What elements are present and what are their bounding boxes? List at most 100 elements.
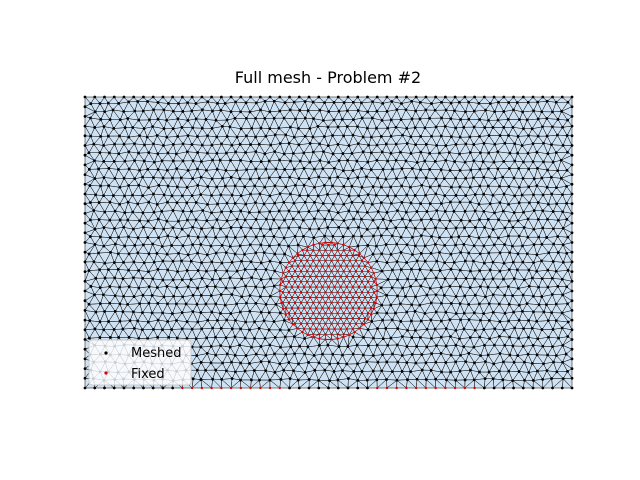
- meshed-point: [214, 335, 217, 339]
- meshed-point: [233, 335, 237, 339]
- meshed-point: [92, 209, 96, 212]
- meshed-point: [199, 293, 203, 297]
- mesh-triangle: [289, 96, 300, 103]
- meshed-point: [157, 236, 161, 240]
- meshed-point: [113, 176, 117, 180]
- meshed-point: [434, 310, 438, 314]
- mesh-triangle: [565, 348, 573, 360]
- meshed-point: [547, 251, 551, 255]
- meshed-point: [156, 318, 160, 322]
- mesh-triangle: [347, 96, 358, 103]
- mesh-triangle: [143, 96, 154, 102]
- meshed-point: [214, 269, 217, 272]
- meshed-point: [199, 193, 203, 196]
- meshed-point: [254, 267, 258, 271]
- meshed-point: [540, 277, 544, 280]
- meshed-point: [355, 343, 359, 347]
- meshed-point: [102, 244, 106, 248]
- meshed-point: [448, 219, 452, 223]
- meshed-point: [472, 176, 475, 180]
- meshed-point: [375, 343, 379, 347]
- meshed-point: [219, 227, 222, 231]
- meshed-point: [137, 286, 141, 290]
- meshed-point: [274, 302, 278, 306]
- meshed-point: [113, 227, 116, 230]
- meshed-point: [200, 327, 204, 331]
- meshed-point: [268, 343, 272, 347]
- meshed-point: [356, 210, 359, 214]
- meshed-point: [307, 378, 311, 381]
- meshed-point: [458, 285, 462, 289]
- meshed-point: [230, 360, 233, 364]
- meshed-point: [336, 175, 340, 179]
- meshed-point: [284, 352, 288, 356]
- meshed-point: [506, 285, 510, 289]
- meshed-point: [503, 311, 507, 315]
- meshed-point: [204, 302, 208, 306]
- meshed-point: [141, 293, 145, 297]
- meshed-point: [199, 360, 203, 364]
- meshed-point: [216, 318, 219, 322]
- meshed-point: [278, 311, 282, 315]
- meshed-point: [171, 278, 175, 282]
- meshed-point: [555, 202, 559, 206]
- meshed-point: [532, 193, 535, 197]
- meshed-point: [381, 318, 384, 322]
- meshed-point: [107, 320, 110, 323]
- meshed-point: [385, 227, 389, 231]
- meshed-point: [346, 226, 350, 230]
- meshed-point: [210, 260, 214, 264]
- meshed-point: [482, 312, 486, 315]
- meshed-point: [93, 293, 96, 297]
- meshed-point: [454, 312, 458, 315]
- meshed-point: [360, 185, 364, 189]
- meshed-point: [336, 211, 340, 215]
- meshed-point: [554, 319, 558, 323]
- meshed-point: [434, 226, 437, 230]
- meshed-point: [507, 202, 510, 206]
- meshed-point: [411, 253, 414, 256]
- meshed-point: [356, 176, 360, 179]
- meshed-point: [264, 268, 268, 271]
- meshed-point: [423, 277, 427, 281]
- meshed-point: [454, 343, 458, 347]
- meshed-point: [113, 294, 117, 298]
- meshed-point: [493, 177, 497, 180]
- meshed-point: [233, 252, 237, 256]
- meshed-point: [94, 193, 97, 197]
- meshed-point: [493, 327, 497, 331]
- meshed-point: [204, 235, 208, 239]
- meshed-point: [380, 252, 384, 256]
- meshed-point: [375, 378, 379, 382]
- meshed-point: [233, 286, 237, 290]
- mesh-triangle: [250, 96, 261, 104]
- meshed-point: [93, 327, 97, 331]
- meshed-point: [463, 294, 467, 298]
- meshed-point: [277, 209, 281, 213]
- mesh-triangle: [221, 96, 232, 104]
- meshed-point: [268, 244, 271, 248]
- meshed-point: [497, 302, 501, 306]
- meshed-point: [420, 353, 424, 356]
- meshed-point: [137, 337, 141, 340]
- meshed-point: [185, 269, 189, 272]
- meshed-point: [401, 286, 405, 290]
- mesh-triangle: [172, 96, 183, 104]
- meshed-point: [147, 270, 150, 273]
- meshed-point: [127, 184, 131, 187]
- meshed-point: [413, 194, 417, 197]
- meshed-point: [147, 252, 151, 256]
- meshed-point: [517, 286, 520, 290]
- meshed-point: [551, 260, 555, 263]
- meshed-point: [141, 211, 145, 215]
- meshed-point: [185, 320, 189, 324]
- meshed-point: [557, 336, 560, 340]
- meshed-point: [229, 226, 233, 229]
- meshed-point: [296, 378, 300, 382]
- meshed-point: [273, 252, 277, 256]
- meshed-point: [561, 226, 565, 230]
- meshed-point: [272, 284, 276, 288]
- meshed-point: [449, 353, 453, 357]
- meshed-point: [521, 260, 525, 264]
- mesh-triangle: [299, 96, 310, 102]
